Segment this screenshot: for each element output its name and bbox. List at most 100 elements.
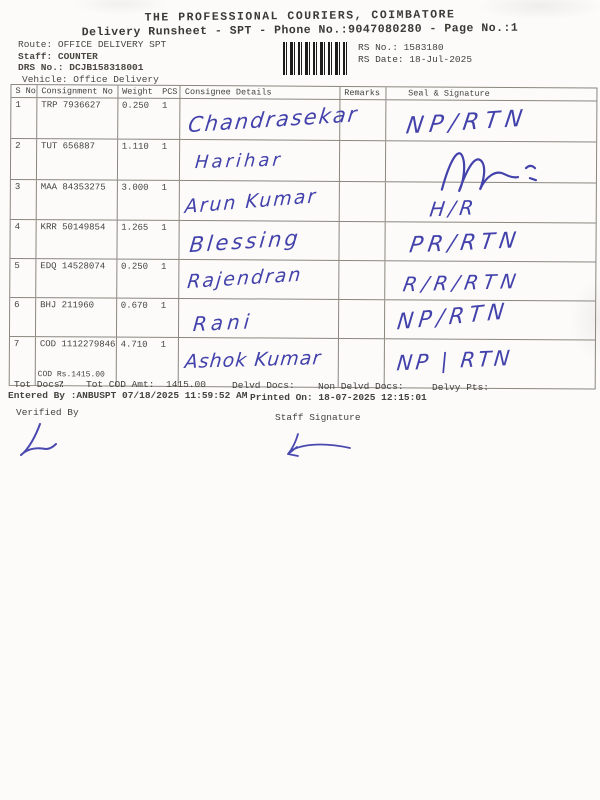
handwritten-seal: NP/RTN xyxy=(395,299,511,336)
delvy-pts-label: Delvy Pts: xyxy=(432,382,490,393)
weight-value: 0.670 xyxy=(120,300,148,311)
consignment-value: BHJ 211960 xyxy=(35,298,117,337)
route-line: Route: OFFICE DELIVERY SPT xyxy=(18,39,167,50)
seal-cell: PR/RTN xyxy=(385,222,595,261)
weight-pcs-cell: 1.265 1 xyxy=(117,220,181,259)
consignee-cell: Rani xyxy=(179,298,340,338)
consignment-value: MAA 84353275 xyxy=(36,180,118,220)
tot-cod-label: Tot COD Amt: xyxy=(86,379,155,390)
rs-date-line: RS Date: 18-Jul-2025 xyxy=(358,54,473,65)
sno-value: 1 xyxy=(11,97,38,139)
consignment-value: COD 1112279846 xyxy=(39,339,116,350)
seal-cell: NP/RTN xyxy=(385,299,595,339)
verified-by-signature-mark xyxy=(20,423,57,456)
consignee-cell: Harihar xyxy=(180,139,341,181)
consignee-cell: Blessing xyxy=(179,220,340,260)
consignment-value: TRP 7936627 xyxy=(37,98,119,139)
remarks-cell xyxy=(339,140,386,182)
handwritten-seal: PR/RTN xyxy=(407,228,523,259)
table-row: 3 MAA 84353275 3.000 1 Arun Kumar H/R xyxy=(10,179,596,224)
sno-value: 4 xyxy=(10,219,37,259)
consignee-cell: Rajendran xyxy=(179,259,340,299)
remarks-cell xyxy=(338,299,385,339)
non-delvd-docs-label: Non Delvd Docs: xyxy=(318,381,404,392)
seal-cell: NP | RTN xyxy=(384,339,595,388)
rs-no-line: RS No.: 1583180 xyxy=(358,42,444,53)
header-weight-pcs: Weight PCS xyxy=(118,85,181,98)
handwritten-consignee: Rajendran xyxy=(186,263,304,294)
handwritten-consignee: Rani xyxy=(192,309,255,337)
consignee-cell: Chandrasekar xyxy=(180,98,360,140)
pcs-value: 1 xyxy=(161,182,167,193)
pcs-value: 1 xyxy=(160,300,167,311)
verified-by-label: Verified By xyxy=(16,407,79,418)
signature-scribble xyxy=(440,152,537,193)
tot-cod-value: 1415.00 xyxy=(166,379,206,390)
header-sno: S No xyxy=(11,84,38,98)
tot-docs-label: Tot Docs: xyxy=(14,379,66,390)
weight-pcs-cell: 0.250 1 xyxy=(117,98,181,139)
header-remarks: Remarks xyxy=(340,86,387,100)
sno-value: 6 xyxy=(9,297,37,337)
table-row: 6 BHJ 211960 0.670 1 Rani NP/RTN xyxy=(9,297,596,341)
seal-cell: NP/RTN xyxy=(386,100,597,141)
remarks-cell xyxy=(339,260,386,300)
handwritten-consignee: Arun Kumar xyxy=(184,185,319,219)
weight-value: 1.110 xyxy=(121,141,149,152)
table-row: 4 KRR 50149854 1.265 1 Blessing PR/RTN xyxy=(10,219,596,263)
sno-value: 5 xyxy=(10,258,37,298)
pcs-value: 1 xyxy=(161,222,167,233)
seal-cell xyxy=(386,141,597,193)
handwritten-consignee: Blessing xyxy=(188,225,303,258)
remarks-cell xyxy=(340,99,387,141)
weight-pcs-cell: 0.250 1 xyxy=(116,259,180,298)
sno-value: 7 xyxy=(9,336,36,386)
seal-cell: R/R/RTN xyxy=(385,261,595,300)
handwritten-consignee: Harihar xyxy=(194,149,285,174)
table-row: 5 EDQ 14528074 0.250 1 Rajendran R/R/RTN xyxy=(10,258,596,302)
delvd-docs-label: Delvd Docs: xyxy=(232,380,295,391)
header-weight: Weight xyxy=(122,86,153,97)
remarks-cell xyxy=(339,181,386,222)
tot-docs-value: 7 xyxy=(58,379,64,390)
header-seal: Seal & Signature xyxy=(408,88,490,99)
staff-line: Staff: COUNTER xyxy=(18,51,98,62)
consignment-value: KRR 50149854 xyxy=(36,220,118,259)
staff-signature-mark xyxy=(287,433,351,457)
header-consignment: Consignment No xyxy=(37,85,119,98)
consignment-value: EDQ 14528074 xyxy=(36,259,118,298)
weight-value: 1.265 xyxy=(121,222,149,233)
sno-value: 3 xyxy=(10,179,37,220)
seal-cell: H/R xyxy=(385,182,595,222)
handwritten-seal: NP/RTN xyxy=(404,105,530,140)
header-pcs: PCS xyxy=(162,86,178,97)
pcs-value: 1 xyxy=(162,100,168,111)
sno-value: 2 xyxy=(10,138,38,180)
remarks-cell xyxy=(339,221,386,261)
printed-on-line: Printed On: 18-07-2025 12:15:01 xyxy=(250,392,427,403)
handwritten-seal: NP | RTN xyxy=(395,345,514,376)
weight-value: 0.250 xyxy=(121,261,149,272)
table-row: 1 TRP 7936627 0.250 1 Chandrasekar NP/RT… xyxy=(11,97,597,143)
handwritten-seal: H/R xyxy=(427,195,479,222)
weight-pcs-cell: 0.670 1 xyxy=(116,298,180,337)
consignee-cell: Arun Kumar xyxy=(180,180,340,221)
consignment-table: S No Consignment No Weight PCS Consignee… xyxy=(8,83,598,390)
vehicle-line: Vehicle: Office Delivery xyxy=(22,74,159,85)
weight-value: 0.250 xyxy=(122,100,150,111)
weight-pcs-cell: 1.110 1 xyxy=(117,139,181,180)
barcode xyxy=(283,42,350,75)
drs-no-line: DRS No.: DCJB158318001 xyxy=(18,62,144,73)
entered-by-line: Entered By :ANBUSPT 07/18/2025 11:59:52 … xyxy=(8,390,248,401)
handwritten-seal: R/R/RTN xyxy=(401,268,523,297)
consignment-value: TUT 656887 xyxy=(36,139,118,180)
weight-pcs-cell: 3.000 1 xyxy=(117,180,181,220)
handwritten-consignee: Chandrasekar xyxy=(187,102,361,138)
pcs-value: 1 xyxy=(161,261,167,272)
handwritten-consignee: Ashok Kumar xyxy=(184,347,323,374)
header-consignee: Consignee Details xyxy=(180,85,341,99)
remarks-cell xyxy=(338,338,385,388)
pcs-value: 1 xyxy=(161,141,168,152)
weight-value: 3.000 xyxy=(121,182,149,193)
